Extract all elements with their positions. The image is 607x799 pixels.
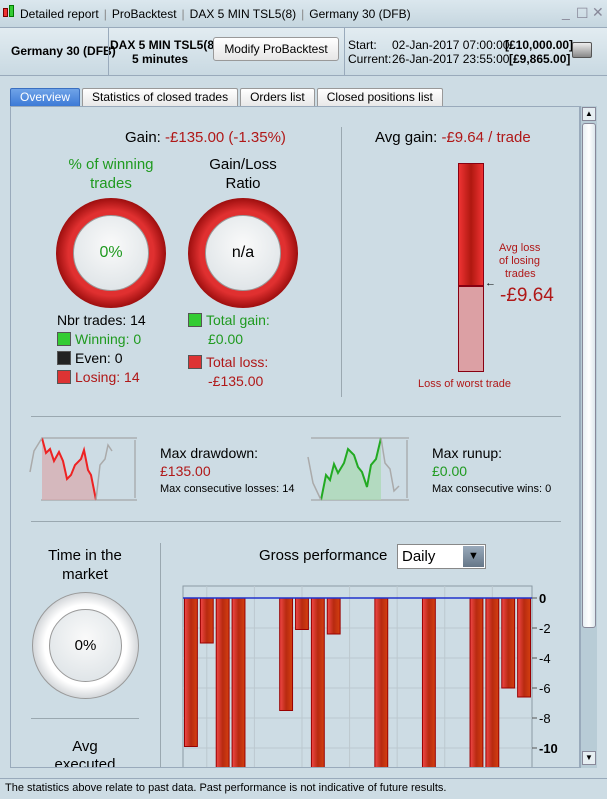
gross-performance-chart: 0 -2 -4 -6 -8 -10 bbox=[182, 585, 558, 767]
winning-title: % of winning bbox=[68, 156, 154, 173]
bar bbox=[421, 597, 436, 767]
max-runup-value: £0.00 bbox=[432, 463, 468, 479]
current-label: Current: bbox=[348, 52, 392, 66]
bar bbox=[469, 597, 484, 767]
time-in-market-label: Time in the bbox=[48, 547, 122, 564]
y-tick-label: -10 bbox=[539, 741, 558, 756]
max-runup-label: Max runup: bbox=[432, 445, 503, 461]
max-drawdown-value: £135.00 bbox=[160, 463, 211, 479]
y-tick-label: -4 bbox=[539, 651, 551, 666]
period-select[interactable]: Daily ▼ bbox=[397, 544, 486, 569]
close-button[interactable]: ✕ bbox=[592, 4, 604, 20]
avg-loss-label: Avg loss bbox=[499, 242, 541, 254]
y-tick-label: -2 bbox=[539, 621, 551, 636]
gain-label: Gain: -£135.00 (-1.35%) bbox=[125, 129, 286, 146]
bar bbox=[517, 597, 531, 698]
timeframe: 5 minutes bbox=[131, 52, 188, 66]
bar bbox=[326, 597, 341, 635]
time-in-market-donut: 0% bbox=[32, 592, 139, 699]
time-in-market-label: market bbox=[62, 566, 108, 583]
nbr-trades: Nbr trades: 14 bbox=[57, 312, 146, 328]
max-consecutive-losses: Max consecutive losses: 14 bbox=[160, 483, 295, 495]
drawdown-sparkline bbox=[29, 437, 137, 501]
ratio-title: Gain/Loss bbox=[209, 156, 277, 173]
current-value: [£9,865.00] bbox=[509, 52, 571, 66]
worst-trade-label: Loss of worst trade bbox=[418, 378, 511, 390]
winning-donut: 0% bbox=[56, 198, 166, 308]
chevron-down-icon: ▼ bbox=[463, 546, 484, 567]
total-loss-label: Total loss: bbox=[188, 354, 268, 370]
scroll-down-button[interactable]: ▼ bbox=[582, 751, 596, 765]
period-value: Daily bbox=[402, 548, 436, 565]
arrow-icon: ← bbox=[485, 277, 496, 289]
maximize-button[interactable]: ☐ bbox=[576, 5, 589, 21]
tab-statistics[interactable]: Statistics of closed trades bbox=[82, 88, 239, 106]
start-label: Start: bbox=[348, 38, 377, 52]
tab-closed-positions[interactable]: Closed positions list bbox=[316, 88, 443, 106]
bar bbox=[199, 597, 214, 644]
bar bbox=[501, 597, 516, 689]
losing-count: Losing: 14 bbox=[57, 369, 140, 385]
instrument-name: Germany 30 (DFB) bbox=[11, 44, 116, 58]
vertical-scrollbar[interactable]: ▲ ▼ bbox=[580, 106, 597, 768]
title-bar: Detailed report | ProBacktest | DAX 5 MIN … bbox=[0, 0, 607, 28]
max-consecutive-wins: Max consecutive wins: 0 bbox=[432, 483, 552, 495]
avg-loss-label: of losing bbox=[499, 255, 540, 267]
modify-probacktest-button[interactable]: Modify ProBacktest bbox=[213, 37, 339, 61]
worst-loss-bar bbox=[458, 286, 484, 372]
bar bbox=[374, 597, 389, 767]
total-gain-label: Total gain: bbox=[188, 312, 270, 328]
winning-count: Winning: 0 bbox=[57, 331, 141, 347]
start-value: [£10,000.00] bbox=[505, 38, 574, 52]
print-icon[interactable] bbox=[572, 42, 592, 58]
avg-gain-label: Avg gain: -£9.64 / trade bbox=[375, 129, 531, 146]
ratio-value: n/a bbox=[205, 215, 281, 291]
avg-loss-value: -£9.64 bbox=[500, 285, 554, 306]
candlestick-icon bbox=[3, 8, 8, 17]
disclaimer: The statistics above relate to past data… bbox=[0, 778, 607, 799]
avg-executed-label: executed bbox=[54, 756, 116, 768]
title-part: DAX 5 MIN TSL5(8) bbox=[189, 6, 297, 21]
avg-loss-bar bbox=[458, 163, 484, 286]
report-header: Germany 30 (DFB) DAX 5 MIN TSL5(8) 5 min… bbox=[0, 28, 607, 76]
ratio-donut: n/a bbox=[188, 198, 298, 308]
avg-executed-label: Avg bbox=[72, 738, 98, 755]
start-date: 02-Jan-2017 07:00:00 bbox=[392, 38, 510, 52]
total-gain: £0.00 bbox=[208, 331, 244, 347]
time-in-market-value: 0% bbox=[49, 609, 122, 682]
gross-performance-label: Gross performance bbox=[259, 547, 388, 564]
bar bbox=[310, 597, 325, 767]
tab-overview[interactable]: Overview bbox=[10, 88, 81, 106]
current-date: 26-Jan-2017 23:55:00 bbox=[392, 52, 510, 66]
title-part: Germany 30 (DFB) bbox=[309, 6, 411, 21]
max-drawdown-label: Max drawdown: bbox=[160, 445, 259, 461]
strategy-name: DAX 5 MIN TSL5(8) bbox=[110, 38, 219, 52]
title-part: ProBacktest bbox=[111, 6, 177, 21]
bar bbox=[231, 597, 246, 767]
bar bbox=[279, 597, 294, 711]
runup-sparkline bbox=[307, 437, 409, 501]
minimize-button[interactable]: _ bbox=[562, 4, 570, 20]
total-loss: -£135.00 bbox=[208, 373, 264, 389]
winning-title: trades bbox=[90, 175, 132, 192]
tab-orders-list[interactable]: Orders list bbox=[240, 88, 315, 106]
y-tick-label: -8 bbox=[539, 711, 551, 726]
bar bbox=[295, 597, 309, 630]
y-tick-label: -6 bbox=[539, 681, 551, 696]
bar bbox=[215, 597, 230, 767]
even-count: Even: 0 bbox=[57, 350, 122, 366]
bar bbox=[485, 597, 500, 767]
scroll-up-button[interactable]: ▲ bbox=[582, 107, 596, 121]
y-tick-label: 0 bbox=[539, 591, 546, 606]
winning-pct: 0% bbox=[73, 215, 149, 291]
tab-bar: Overview Statistics of closed trades Ord… bbox=[10, 88, 445, 106]
scroll-thumb[interactable] bbox=[582, 123, 596, 628]
candlestick-icon bbox=[9, 5, 14, 17]
bar bbox=[184, 597, 198, 747]
avg-loss-label: trades bbox=[505, 268, 536, 280]
ratio-title: Ratio bbox=[225, 175, 261, 192]
overview-panel: Gain: -£135.00 (-1.35%) % of winning tra… bbox=[10, 106, 580, 768]
title-part: Detailed report bbox=[20, 6, 99, 21]
